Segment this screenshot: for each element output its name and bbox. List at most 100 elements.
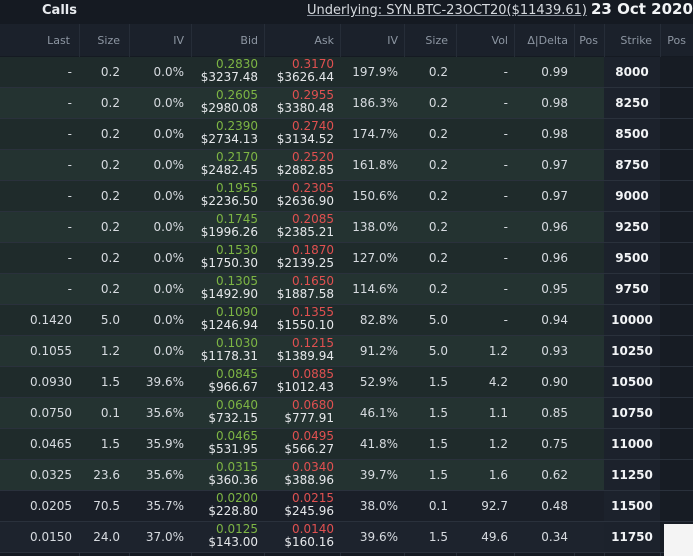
bid-usd: $3237.48 — [200, 70, 258, 84]
ask-usd: $3380.48 — [276, 101, 334, 115]
col-ask[interactable]: Ask — [314, 34, 334, 47]
position — [576, 119, 600, 149]
col-size-ask[interactable]: Size — [425, 34, 448, 47]
option-row[interactable]: 0.0150 24.0 37.0% 0.0125 $143.00 0.0140 $160.1… — [0, 522, 693, 553]
option-row[interactable]: - 0.2 0.0% 0.2390 $2734.13 0.2740 $3134.52 174.… — [0, 119, 693, 150]
position — [576, 181, 600, 211]
bid-cell[interactable]: 0.2390 $2734.13 — [192, 120, 258, 146]
col-pos-right[interactable]: Pos — [667, 34, 686, 47]
option-row[interactable]: 0.0205 70.5 35.7% 0.0200 $228.80 0.0215 $245.9… — [0, 491, 693, 522]
strike-cell-bg — [604, 274, 660, 304]
option-row[interactable]: 0.1055 1.2 0.0% 0.1030 $1178.31 0.1215 $1389.9… — [0, 336, 693, 367]
ask-cell[interactable]: 0.1650 $1887.58 — [266, 275, 334, 301]
option-row[interactable]: - 0.2 0.0% 0.1955 $2236.50 0.2305 $2636.90 150.… — [0, 181, 693, 212]
ask-cell[interactable]: 0.0140 $160.16 — [266, 523, 334, 549]
bid-cell[interactable]: 0.2830 $3237.48 — [192, 58, 258, 84]
ask-cell[interactable]: 0.2955 $3380.48 — [266, 89, 334, 115]
option-row[interactable]: - 0.2 0.0% 0.1530 $1750.30 0.1870 $2139.25 127.… — [0, 243, 693, 274]
ask-cell[interactable]: 0.0340 $388.96 — [266, 461, 334, 487]
delta: 0.62 — [541, 468, 568, 482]
bid-iv: 0.0% — [153, 189, 185, 203]
bid-cell[interactable]: 0.0200 $228.80 — [192, 492, 258, 518]
pos-cell-bg — [660, 57, 693, 87]
bid-cell[interactable]: 0.0125 $143.00 — [192, 523, 258, 549]
col-size[interactable]: Size — [97, 34, 120, 47]
ask-cell[interactable]: 0.2085 $2385.21 — [266, 213, 334, 239]
delta: 0.96 — [541, 220, 568, 234]
strike-price: 11750 — [611, 530, 653, 544]
bid-cell[interactable]: 0.2605 $2980.08 — [192, 89, 258, 115]
ask-price: 0.0215 — [292, 491, 334, 505]
bid-cell[interactable]: 0.2170 $2482.45 — [192, 151, 258, 177]
last-price: - — [67, 158, 72, 172]
strike-price: 10750 — [611, 406, 653, 420]
row-background — [0, 181, 604, 211]
col-delta[interactable]: Δ|Delta — [527, 34, 568, 47]
position — [576, 305, 600, 335]
ask-cell[interactable]: 0.0495 $566.27 — [266, 430, 334, 456]
bid-cell[interactable]: 0.0465 $531.95 — [192, 430, 258, 456]
ask-price: 0.2305 — [292, 181, 334, 195]
ask-cell[interactable]: 0.1215 $1389.94 — [266, 337, 334, 363]
bid-price: 0.0125 — [216, 522, 258, 536]
option-row[interactable]: 0.0325 23.6 35.6% 0.0315 $360.36 0.0340 $388.9… — [0, 460, 693, 491]
bid-size: 0.2 — [100, 220, 120, 234]
option-row[interactable]: 0.0750 0.1 35.6% 0.0640 $732.15 0.0680 $777.91… — [0, 398, 693, 429]
bid-cell[interactable]: 0.0315 $360.36 — [192, 461, 258, 487]
col-bid[interactable]: Bid — [240, 34, 258, 47]
bid-cell[interactable]: 0.1955 $2236.50 — [192, 182, 258, 208]
last-price: 0.1420 — [30, 313, 72, 327]
bid-price: 0.1030 — [216, 336, 258, 350]
strike-price: 9000 — [615, 189, 649, 203]
bid-size: 0.2 — [100, 65, 120, 79]
bid-size: 0.2 — [100, 189, 120, 203]
ask-price: 0.1355 — [292, 305, 334, 319]
option-row[interactable]: - 0.2 0.0% 0.2605 $2980.08 0.2955 $3380.48 186.… — [0, 88, 693, 119]
option-row[interactable]: - 0.2 0.0% 0.1745 $1996.26 0.2085 $2385.21 138.… — [0, 212, 693, 243]
bid-cell[interactable]: 0.1090 $1246.94 — [192, 306, 258, 332]
ask-cell[interactable]: 0.1355 $1550.10 — [266, 306, 334, 332]
col-iv-ask[interactable]: IV — [387, 34, 398, 47]
col-iv[interactable]: IV — [173, 34, 184, 47]
ask-usd: $2882.85 — [276, 163, 334, 177]
pos-cell-bg — [660, 181, 693, 211]
ask-iv: 150.6% — [352, 189, 398, 203]
ask-cell[interactable]: 0.2305 $2636.90 — [266, 182, 334, 208]
bid-price: 0.0845 — [216, 367, 258, 381]
bid-cell[interactable]: 0.1530 $1750.30 — [192, 244, 258, 270]
ask-cell[interactable]: 0.3170 $3626.44 — [266, 58, 334, 84]
option-row[interactable]: - 0.2 0.0% 0.1305 $1492.90 0.1650 $1887.58 114.… — [0, 274, 693, 305]
volume: - — [503, 96, 508, 110]
col-pos[interactable]: Pos — [579, 34, 598, 47]
ask-cell[interactable]: 0.0680 $777.91 — [266, 399, 334, 425]
volume: 1.2 — [488, 437, 508, 451]
bid-cell[interactable]: 0.0640 $732.15 — [192, 399, 258, 425]
option-row[interactable]: 0.0465 1.5 35.9% 0.0465 $531.95 0.0495 $566.27… — [0, 429, 693, 460]
strike-price: 9250 — [615, 220, 649, 234]
bid-cell[interactable]: 0.1030 $1178.31 — [192, 337, 258, 363]
ask-cell[interactable]: 0.2520 $2882.85 — [266, 151, 334, 177]
option-row[interactable]: 0.0930 1.5 39.6% 0.0845 $966.67 0.0885 $1012.4… — [0, 367, 693, 398]
bid-price: 0.1090 — [216, 305, 258, 319]
ask-cell[interactable]: 0.0885 $1012.43 — [266, 368, 334, 394]
bid-cell[interactable]: 0.1745 $1996.26 — [192, 213, 258, 239]
col-vol[interactable]: Vol — [491, 34, 508, 47]
ask-usd: $1550.10 — [276, 318, 334, 332]
option-row[interactable]: - 0.2 0.0% 0.2170 $2482.45 0.2520 $2882.85 161.… — [0, 150, 693, 181]
option-row[interactable]: 0.1420 5.0 0.0% 0.1090 $1246.94 0.1355 $1550.1… — [0, 305, 693, 336]
bid-size: 0.2 — [100, 251, 120, 265]
bid-cell[interactable]: 0.1305 $1492.90 — [192, 275, 258, 301]
ask-cell[interactable]: 0.2740 $3134.52 — [266, 120, 334, 146]
ask-cell[interactable]: 0.0215 $245.96 — [266, 492, 334, 518]
bid-cell[interactable]: 0.0845 $966.67 — [192, 368, 258, 394]
row-background — [0, 119, 604, 149]
last-price: - — [67, 65, 72, 79]
row-background — [0, 491, 604, 521]
delta: 0.98 — [541, 96, 568, 110]
option-row[interactable]: - 0.2 0.0% 0.2830 $3237.48 0.3170 $3626.44 197.… — [0, 57, 693, 88]
col-strike[interactable]: Strike — [620, 34, 652, 47]
bid-usd: $2236.50 — [200, 194, 258, 208]
col-last[interactable]: Last — [47, 34, 70, 47]
underlying-link[interactable]: Underlying: SYN.BTC-23OCT20($11439.61) — [307, 3, 587, 18]
ask-cell[interactable]: 0.1870 $2139.25 — [266, 244, 334, 270]
